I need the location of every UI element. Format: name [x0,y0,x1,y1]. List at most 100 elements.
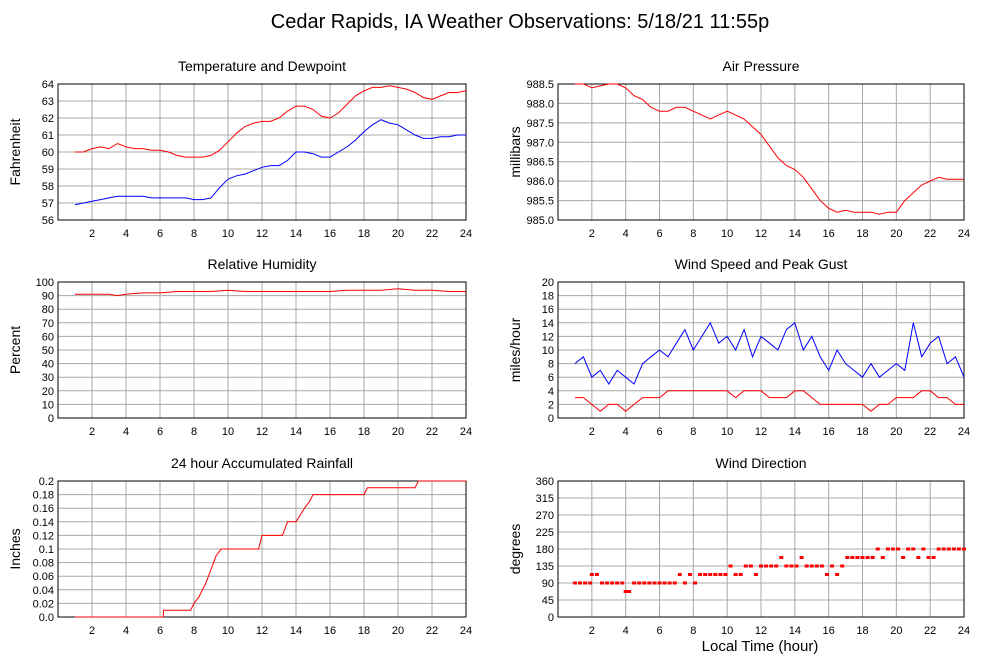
rain-y-tick-label: 0.06 [33,571,54,583]
temp-chart: 2 4 6 8 10 12 14 16 18 20 22 24565758596061626364Te… [7,58,472,240]
humidity-x-tick-label: 6 [157,426,163,438]
pressure-x-tick-label: 22 [924,228,936,240]
page-title: Cedar Rapids, IA Weather Observations: 5… [271,11,769,33]
direction-point [743,564,748,568]
direction-point [759,564,763,568]
direction-point [890,547,895,551]
temp-x-tick-label: 12 [256,228,268,240]
direction-point [615,581,620,585]
rain-y-tick-label: 0.0 [39,612,54,624]
temp-x-tick-label: 14 [290,228,302,240]
wind-x-tick-label: 14 [789,426,801,438]
direction-point [850,556,855,559]
pressure-x-tick-label: 12 [755,228,767,240]
humidity-y-tick-label: 50 [42,345,54,357]
direction-point [789,564,794,568]
temp-x-tick-label: 8 [191,228,197,240]
humidity-x-tick-label: 10 [222,426,234,438]
rain-plot-frame [57,480,467,618]
direction-x-tick-label: 20 [890,625,902,637]
rain-x-tick-label: 4 [123,625,129,637]
rain-x-tick-label: 6 [157,625,163,637]
pressure-x-tick-label: 8 [690,228,696,240]
pressure-x-tick-label: 10 [721,228,733,240]
direction-point [865,556,870,559]
humidity-y-tick-label: 100 [36,277,54,289]
direction-point [769,564,774,568]
wind-plot-frame [557,281,965,419]
pressure-x-tick-label: 24 [958,228,970,240]
direction-x-tick-label: 22 [924,625,936,637]
temp-y-tick-label: 62 [42,113,54,125]
temp-x-tick-label: 6 [157,228,163,240]
direction-point [814,564,819,568]
humidity-x-tick-label: 20 [392,426,404,438]
humidity-y-axis-label: Percent [7,326,23,374]
wind-y-tick-label: 6 [548,372,554,384]
direction-point [936,547,941,551]
humidity-y-tick-label: 0 [48,413,54,425]
direction-x-tick-label: 4 [623,625,629,637]
direction-point [840,564,845,568]
wind-x-tick-label: 16 [823,426,835,438]
direction-x-tick-label: 8 [690,625,696,637]
wind-y-tick-label: 10 [542,345,554,357]
direction-point [931,556,936,559]
direction-point [885,547,890,551]
humidity-x-tick-label: 8 [191,426,197,438]
direction-y-tick-label: 90 [542,578,554,590]
direction-point [620,581,625,585]
wind-x-tick-label: 6 [656,426,662,438]
wind-x-tick-label: 18 [856,426,868,438]
direction-point [698,573,703,576]
direction-point [627,590,632,593]
wind-x-tick-label: 10 [721,426,733,438]
direction-point [946,547,951,551]
direction-point [577,581,582,585]
direction-point [804,564,809,568]
rain-x-tick-label: 14 [290,625,302,637]
direction-point [605,581,610,585]
direction-point [809,564,814,568]
wind-title: Wind Speed and Peak Gust [675,256,848,272]
rain-y-tick-label: 0.02 [33,598,54,610]
direction-point [860,556,865,559]
direction-point [733,573,738,576]
wind-x-tick-label: 4 [623,426,629,438]
humidity-plot-frame [57,281,467,419]
pressure-y-axis-label: millibars [507,126,523,177]
direction-y-tick-label: 135 [536,561,554,573]
pressure-x-tick-label: 16 [823,228,835,240]
wind-y-tick-label: 8 [548,359,554,371]
direction-point [589,573,594,576]
direction-point [830,564,835,568]
direction-point [703,573,708,576]
humidity-x-tick-label: 12 [256,426,268,438]
pressure-series-line-1 [574,83,964,215]
rain-y-tick-label: 0.18 [33,490,54,502]
wind-y-tick-label: 18 [542,291,554,303]
direction-point [662,581,667,585]
rain-y-tick-label: 0.04 [33,585,54,597]
direction-point [896,547,901,551]
rain-y-tick-label: 0.16 [33,503,54,515]
rain-title: 24 hour Accumulated Rainfall [171,455,353,471]
direction-point [911,547,916,551]
temp-x-tick-label: 4 [123,228,129,240]
humidity-y-tick-label: 90 [42,291,54,303]
humidity-x-tick-label: 4 [123,426,129,438]
humidity-series-line-1 [75,288,466,297]
rain-y-tick-label: 0.08 [33,558,54,570]
direction-title: Wind Direction [715,455,806,471]
direction-chart: 2 4 6 8 10 12 14 16 18 20 22 2404590135180225270315… [507,455,970,637]
direction-point [572,581,577,585]
pressure-x-tick-label: 18 [856,228,868,240]
temp-x-tick-label: 22 [426,228,438,240]
temp-x-tick-label: 20 [392,228,404,240]
direction-point [748,564,753,568]
temp-y-tick-label: 57 [42,198,54,210]
wind-x-tick-label: 2 [589,426,595,438]
pressure-y-tick-label: 985.5 [526,196,554,208]
direction-y-tick-label: 45 [542,595,554,607]
